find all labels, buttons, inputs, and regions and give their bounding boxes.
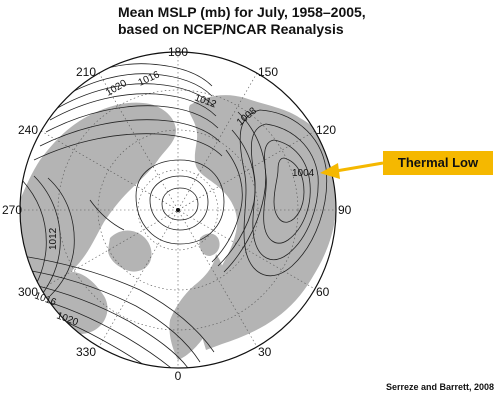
isobar-label-1020-north: 1020 (104, 78, 129, 99)
lon-label-300: 300 (18, 285, 38, 299)
title-line-2: based on NCEP/NCAR Reanalysis (118, 21, 344, 37)
lon-label-120: 120 (316, 123, 336, 137)
isobar-label-1004: 1004 (292, 168, 315, 179)
lon-label-90: 90 (338, 203, 352, 217)
isobar-label-1016-north: 1016 (137, 69, 162, 89)
callout-arrow (320, 161, 384, 179)
lon-label-0: 0 (175, 369, 182, 383)
title-line-1: Mean MSLP (mb) for July, 1958–2005, (118, 4, 366, 20)
lon-label-330: 330 (76, 345, 96, 359)
lon-label-30: 30 (258, 345, 272, 359)
lon-label-270: 270 (2, 203, 22, 217)
credit-text: Serreze and Barrett, 2008 (385, 382, 494, 392)
lon-label-150: 150 (258, 65, 278, 79)
graticule (20, 52, 336, 368)
map-title: Mean MSLP (mb) for July, 1958–2005, base… (118, 4, 418, 38)
lon-label-210: 210 (76, 65, 96, 79)
longitude-labels: 180 150 120 90 60 30 0 330 300 270 240 2… (2, 45, 352, 383)
lon-label-180: 180 (168, 45, 188, 59)
north-pole-marker (176, 208, 180, 212)
isobar-label-1012-west: 1012 (48, 227, 59, 250)
north-america-landmass (20, 102, 176, 295)
europe-landmass (169, 254, 225, 360)
lon-label-60: 60 (316, 285, 330, 299)
thermal-low-callout: Thermal Low (383, 151, 493, 175)
lon-label-240: 240 (18, 123, 38, 137)
map-border (19, 51, 337, 369)
arctic-islands (108, 230, 152, 272)
svalbard-island (199, 233, 220, 256)
